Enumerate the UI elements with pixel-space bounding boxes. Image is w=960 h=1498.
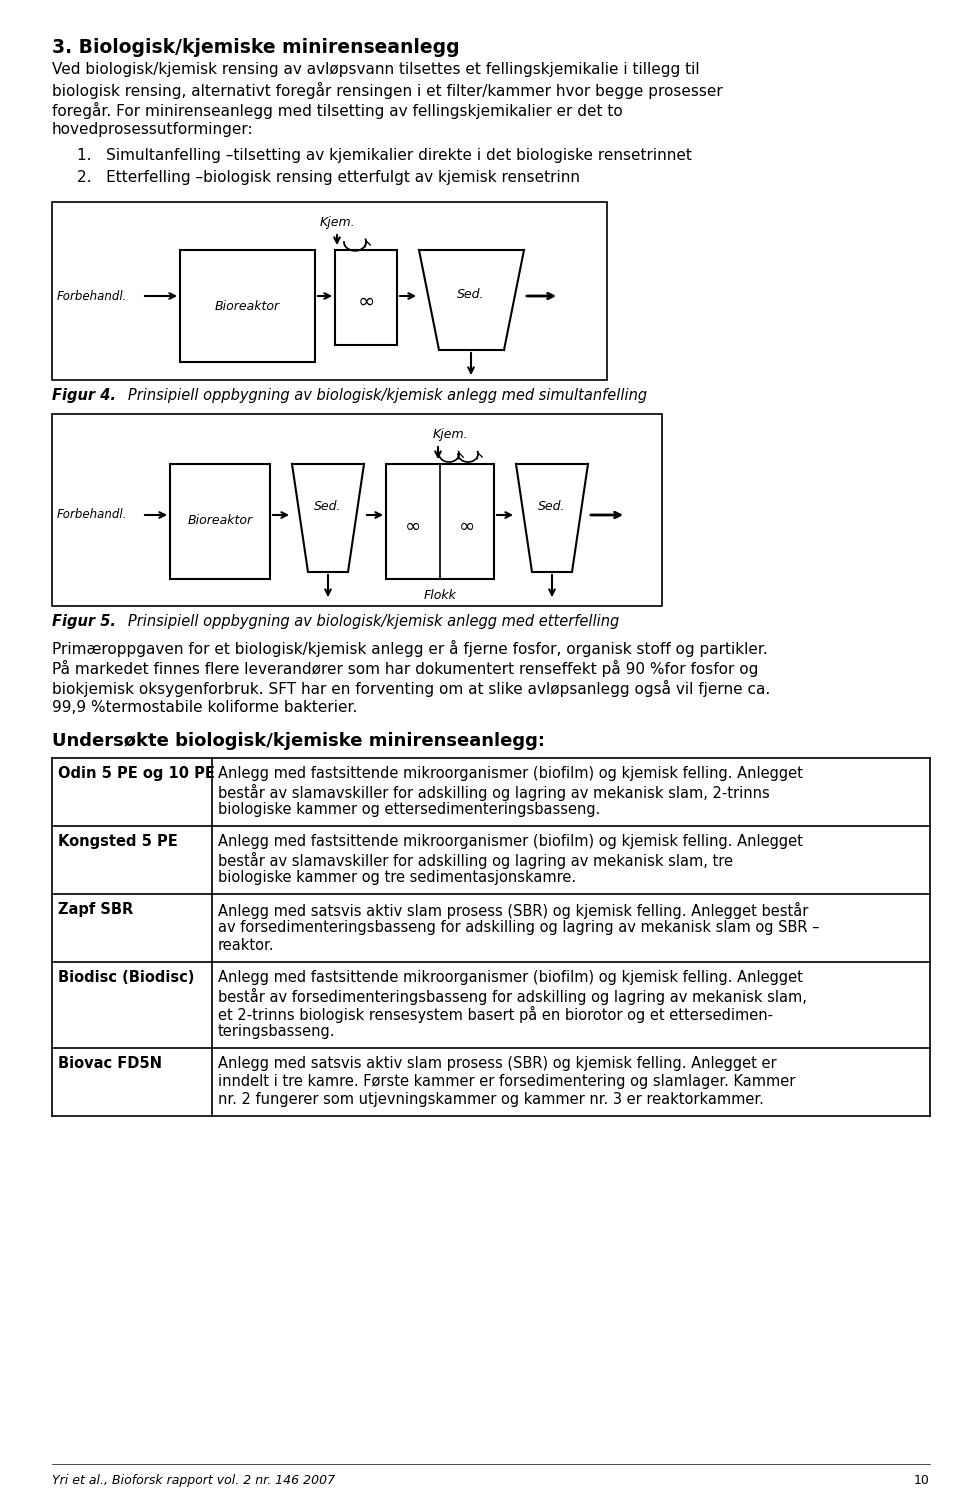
Text: 10: 10: [914, 1474, 930, 1488]
Text: Sed.: Sed.: [314, 499, 342, 512]
Text: Kongsted 5 PE: Kongsted 5 PE: [58, 834, 178, 849]
Text: Biovac FD5N: Biovac FD5N: [58, 1056, 162, 1071]
Text: 2.   Etterfelling –biologisk rensing etterfulgt av kjemisk rensetrinn: 2. Etterfelling –biologisk rensing etter…: [77, 169, 580, 184]
Text: Bioreaktor: Bioreaktor: [214, 300, 279, 313]
Text: reaktor.: reaktor.: [218, 938, 275, 953]
Text: Undersøkte biologisk/kjemiske minirenseanlegg:: Undersøkte biologisk/kjemiske minirensea…: [52, 733, 545, 750]
Bar: [386, 464, 494, 580]
Text: ∞: ∞: [405, 517, 421, 535]
Text: 3. Biologisk/kjemiske minirenseanlegg: 3. Biologisk/kjemiske minirenseanlegg: [52, 37, 460, 57]
Text: Anlegg med satsvis aktiv slam prosess (SBR) og kjemisk felling. Anlegget er: Anlegg med satsvis aktiv slam prosess (S…: [218, 1056, 777, 1071]
Bar: [180, 250, 315, 363]
Bar: [170, 464, 270, 580]
Text: av forsedimenteringsbasseng for adskilling og lagring av mekanisk slam og SBR –: av forsedimenteringsbasseng for adskilli…: [218, 920, 820, 935]
Text: Forbehandl.: Forbehandl.: [57, 289, 128, 303]
Text: Sed.: Sed.: [539, 499, 565, 512]
Text: består av slamavskiller for adskilling og lagring av mekanisk slam, 2-trinns: består av slamavskiller for adskilling o…: [218, 783, 770, 801]
Text: Zapf SBR: Zapf SBR: [58, 902, 133, 917]
Text: Odin 5 PE og 10 PE: Odin 5 PE og 10 PE: [58, 765, 215, 780]
Text: ∞: ∞: [357, 292, 374, 312]
Text: Anlegg med fastsittende mikroorganismer (biofilm) og kjemisk felling. Anlegget: Anlegg med fastsittende mikroorganismer …: [218, 834, 803, 849]
Text: biokjemisk oksygenforbruk. SFT har en forventing om at slike avløpsanlegg også v: biokjemisk oksygenforbruk. SFT har en fo…: [52, 680, 770, 697]
Text: 99,9 %termostabile koliforme bakterier.: 99,9 %termostabile koliforme bakterier.: [52, 700, 357, 715]
Text: et 2-trinns biologisk rensesystem basert på en biorotor og et ettersedimen-: et 2-trinns biologisk rensesystem basert…: [218, 1007, 773, 1023]
Bar: [52, 202, 607, 380]
Text: Kjem.: Kjem.: [319, 216, 355, 229]
Text: foregår. For minirenseanlegg med tilsetting av fellingskjemikalier er det to: foregår. For minirenseanlegg med tilsett…: [52, 102, 623, 118]
Bar: [335, 250, 397, 345]
Text: biologiske kammer og ettersedimenteringsbasseng.: biologiske kammer og ettersedimenterings…: [218, 801, 600, 816]
Text: Anlegg med satsvis aktiv slam prosess (SBR) og kjemisk felling. Anlegget består: Anlegg med satsvis aktiv slam prosess (S…: [218, 902, 808, 918]
Text: Prinsipiell oppbygning av biologisk/kjemisk anlegg med etterfelling: Prinsipiell oppbygning av biologisk/kjem…: [114, 614, 619, 629]
Text: ∞: ∞: [459, 517, 475, 535]
Text: nr. 2 fungerer som utjevningskammer og kammer nr. 3 er reaktorkammer.: nr. 2 fungerer som utjevningskammer og k…: [218, 1092, 764, 1107]
Text: hovedprosessutforminger:: hovedprosessutforminger:: [52, 121, 253, 136]
Text: Figur 4.: Figur 4.: [52, 388, 116, 403]
Text: Kjem.: Kjem.: [432, 428, 468, 440]
Text: Ved biologisk/kjemisk rensing av avløpsvann tilsettes et fellingskjemikalie i ti: Ved biologisk/kjemisk rensing av avløpsv…: [52, 61, 700, 76]
Text: inndelt i tre kamre. Første kammer er forsedimentering og slamlager. Kammer: inndelt i tre kamre. Første kammer er fo…: [218, 1074, 796, 1089]
Text: teringsbasseng.: teringsbasseng.: [218, 1025, 335, 1040]
Text: består av forsedimenteringsbasseng for adskilling og lagring av mekanisk slam,: består av forsedimenteringsbasseng for a…: [218, 989, 806, 1005]
Text: Prinsipiell oppbygning av biologisk/kjemisk anlegg med simultanfelling: Prinsipiell oppbygning av biologisk/kjem…: [114, 388, 647, 403]
Text: Bioreaktor: Bioreaktor: [187, 514, 252, 527]
Text: På markedet finnes flere leverandører som har dokumentert renseffekt på 90 %for : På markedet finnes flere leverandører so…: [52, 661, 758, 677]
Text: Yri et al., Bioforsk rapport vol. 2 nr. 146 2007: Yri et al., Bioforsk rapport vol. 2 nr. …: [52, 1474, 335, 1488]
Text: Anlegg med fastsittende mikroorganismer (biofilm) og kjemisk felling. Anlegget: Anlegg med fastsittende mikroorganismer …: [218, 765, 803, 780]
Text: biologiske kammer og tre sedimentasjonskamre.: biologiske kammer og tre sedimentasjonsk…: [218, 870, 576, 885]
Text: Flokk: Flokk: [423, 589, 456, 602]
Text: Figur 5.: Figur 5.: [52, 614, 116, 629]
Text: Biodisc (Biodisc): Biodisc (Biodisc): [58, 971, 194, 986]
Bar: [52, 413, 662, 607]
Text: Forbehandl.: Forbehandl.: [57, 508, 128, 521]
Text: biologisk rensing, alternativt foregår rensingen i et filter/kammer hvor begge p: biologisk rensing, alternativt foregår r…: [52, 82, 723, 99]
Text: Primæroppgaven for et biologisk/kjemisk anlegg er å fjerne fosfor, organisk stof: Primæroppgaven for et biologisk/kjemisk …: [52, 640, 768, 658]
Text: Anlegg med fastsittende mikroorganismer (biofilm) og kjemisk felling. Anlegget: Anlegg med fastsittende mikroorganismer …: [218, 971, 803, 986]
Text: består av slamavskiller for adskilling og lagring av mekanisk slam, tre: består av slamavskiller for adskilling o…: [218, 852, 733, 869]
Text: 1.   Simultanfelling –tilsetting av kjemikalier direkte i det biologiske rensetr: 1. Simultanfelling –tilsetting av kjemik…: [77, 148, 692, 163]
Text: Sed.: Sed.: [457, 289, 485, 301]
